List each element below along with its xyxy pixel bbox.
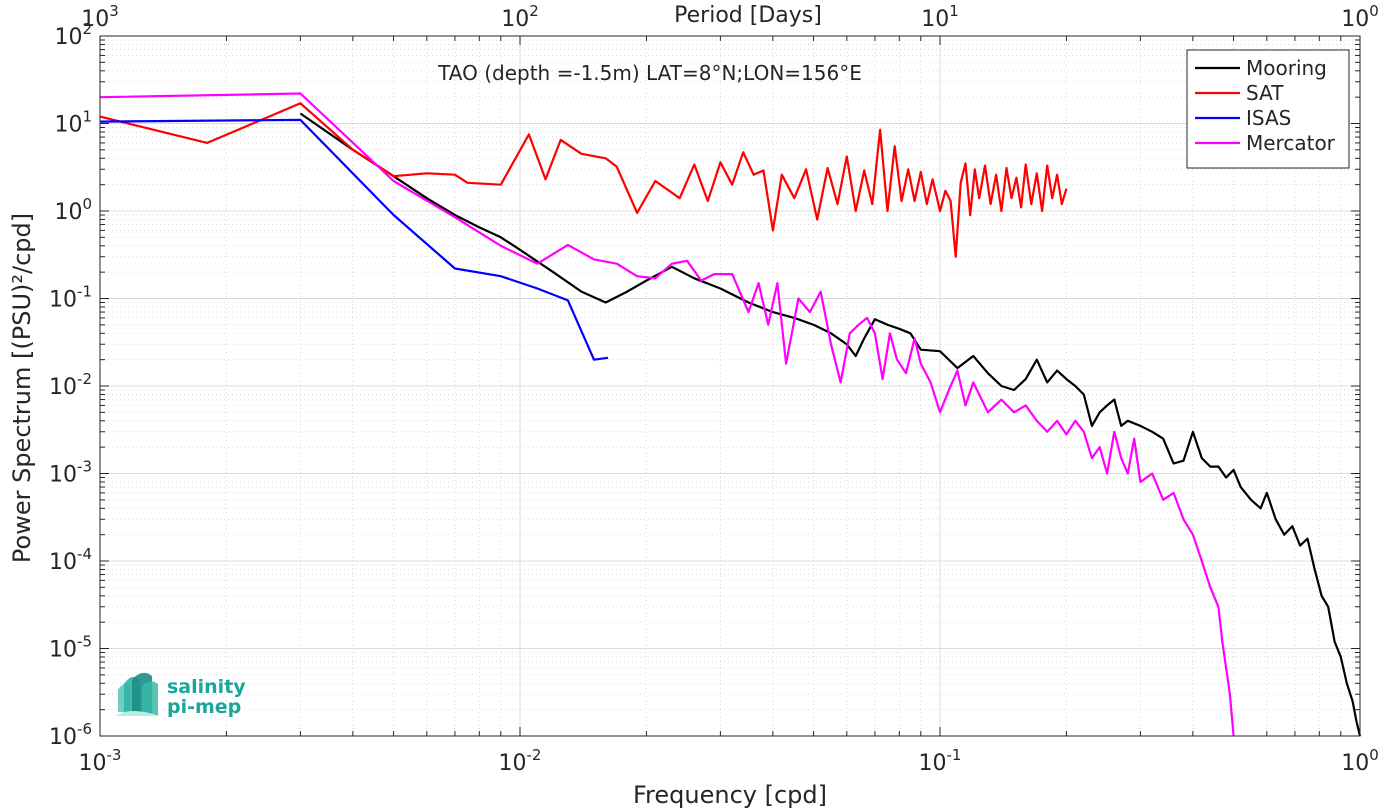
x-tick-label: 10-1 [919,746,962,776]
x-axis-label: Frequency [cpd] [633,781,827,809]
top-tick-label: 101 [921,2,959,32]
series-lines [99,92,1362,737]
legend-label: SAT [1246,81,1284,105]
legend-label: Mooring [1246,56,1327,80]
y-tick-label: 10-5 [49,633,92,663]
logo-mark-icon [116,672,160,716]
chart-title: TAO (depth =-1.5m) LAT=8°N;LON=156°E [437,61,862,85]
plot-frame [99,35,1361,737]
x-tick-label: 10-2 [499,746,542,776]
y-tick-label: 10-2 [49,370,92,400]
series-line-sat [99,102,1068,258]
y-tick-label: 10-1 [49,283,92,313]
y-tick-label: 10-3 [49,458,92,488]
x-tick-label: 100 [1341,746,1379,776]
series-line-mercator [99,92,1235,737]
salinity-pi-mep-logo: salinity pi-mep [116,672,246,718]
y-tick-label: 100 [54,195,92,225]
x-tick-label: 10-3 [79,746,122,776]
top-tick-label: 100 [1341,2,1379,32]
y-tick-label: 10-4 [49,545,92,575]
logo-text-pi-mep: pi-mep [167,696,241,718]
legend-label: ISAS [1246,106,1291,130]
series-line-isas [99,118,609,361]
logo-text-salinity: salinity [167,676,246,698]
top-tick-label: 103 [81,2,119,32]
top-tick-label: 102 [501,2,539,32]
y-axis-label: Power Spectrum [(PSU)²/cpd] [8,213,36,563]
y-tick-label: 10-6 [49,720,92,750]
y-tick-label: 101 [54,108,92,138]
legend-box [1186,49,1350,169]
axis-ticks [99,35,1361,737]
legend-label: Mercator [1246,131,1336,155]
y-tick-label: 102 [54,20,92,50]
top-axis-label: Period [Days] [674,3,822,28]
